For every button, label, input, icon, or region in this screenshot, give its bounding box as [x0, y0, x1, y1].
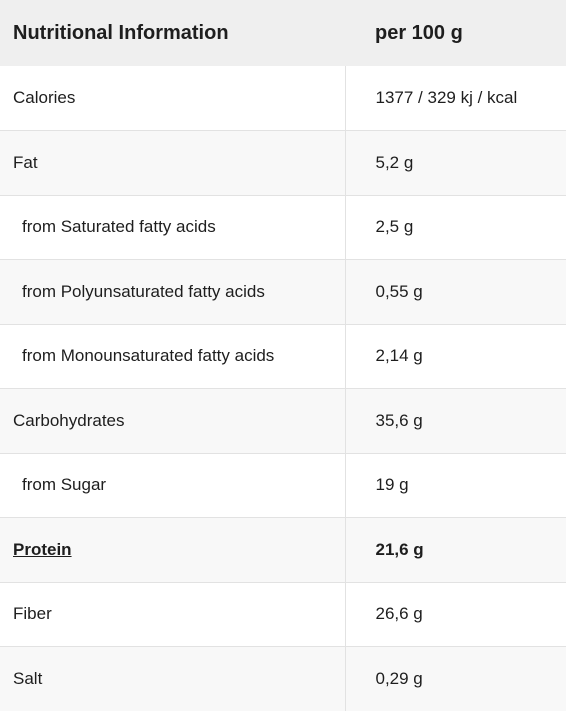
row-value: 19 g	[344, 452, 566, 518]
row-label-cell: from Polyunsaturated fatty acids	[0, 259, 345, 324]
row-label: Fiber	[0, 581, 345, 647]
row-value: 5,2 g	[344, 130, 566, 195]
row-value: 0,55 g	[344, 259, 566, 324]
row-value: 26,6 g	[344, 581, 566, 647]
row-label: Salt	[0, 646, 345, 711]
row-label-cell: from Saturated fatty acids	[0, 194, 345, 260]
row-label-cell: Protein	[0, 517, 345, 582]
row-label-cell: from Sugar	[0, 452, 345, 518]
table-row-polyunsaturated: from Polyunsaturated fatty acids 0,55 g	[0, 259, 566, 324]
row-value: 35,6 g	[344, 388, 566, 453]
row-label: from Saturated fatty acids	[22, 217, 216, 237]
table-row-carbohydrates: Carbohydrates 35,6 g	[0, 388, 566, 453]
table-row-calories: Calories 1377 / 329 kj / kcal	[0, 66, 566, 131]
column-header-nutrient: Nutritional Information	[0, 0, 345, 66]
row-value: 0,29 g	[344, 646, 566, 711]
row-value: 2,5 g	[344, 194, 566, 260]
row-label: Protein	[13, 539, 72, 559]
row-label: from Monounsaturated fatty acids	[22, 346, 275, 366]
table-row-fiber: Fiber 26,6 g	[0, 581, 566, 647]
row-label: Carbohydrates	[0, 388, 345, 453]
row-value: 2,14 g	[344, 323, 566, 389]
column-header-amount: per 100 g	[345, 0, 566, 66]
row-label: from Polyunsaturated fatty acids	[22, 281, 265, 301]
table-header: Nutritional Information per 100 g	[0, 0, 566, 66]
row-label: Calories	[0, 66, 345, 131]
row-value: 1377 / 329 kj / kcal	[344, 66, 566, 131]
row-value: 21,6 g	[344, 517, 566, 582]
table-body: Calories 1377 / 329 kj / kcal Fat 5,2 g …	[0, 66, 566, 711]
table-row-fat: Fat 5,2 g	[0, 130, 566, 195]
table-row-salt: Salt 0,29 g	[0, 646, 566, 711]
table-row-saturated: from Saturated fatty acids 2,5 g	[0, 194, 566, 260]
header-row: Nutritional Information per 100 g	[0, 0, 566, 66]
row-label: from Sugar	[22, 475, 107, 495]
row-label-cell: from Monounsaturated fatty acids	[0, 323, 345, 389]
table-row-sugar: from Sugar 19 g	[0, 452, 566, 518]
row-label: Fat	[0, 130, 345, 195]
table-row-protein: Protein 21,6 g	[0, 517, 566, 582]
table-row-monounsaturated: from Monounsaturated fatty acids 2,14 g	[0, 323, 566, 389]
